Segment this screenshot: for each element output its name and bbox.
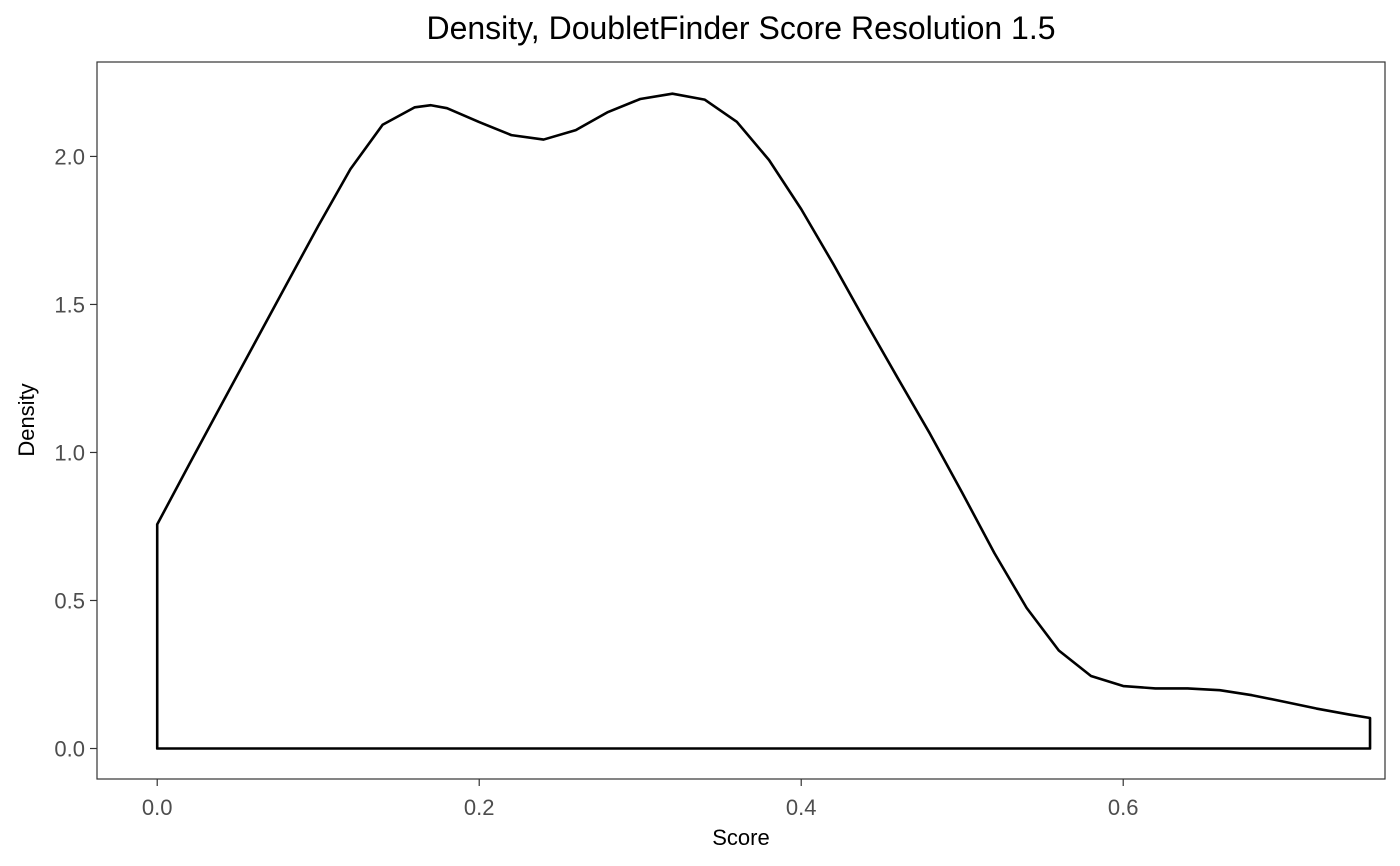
density-curve: [155, 92, 1372, 750]
x-tick-label: 0.2: [464, 795, 495, 820]
plot-panel-border: [96, 61, 1386, 780]
y-tick-label: 0.0: [54, 737, 85, 762]
y-tick-label: 2.0: [54, 144, 85, 169]
chart-title: Density, DoubletFinder Score Resolution …: [426, 10, 1056, 46]
y-tick-label: 0.5: [54, 588, 85, 613]
y-tick-label: 1.0: [54, 440, 85, 465]
y-axis: 0.0 0.5 1.0 1.5 2.0: [54, 144, 97, 762]
x-axis-title: Score: [712, 825, 769, 850]
x-tick-label: 0.6: [1108, 795, 1139, 820]
y-axis-title: Density: [14, 383, 39, 456]
x-tick-label: 0.4: [786, 795, 817, 820]
y-tick-label: 1.5: [54, 292, 85, 317]
x-tick-label: 0.0: [142, 795, 173, 820]
x-axis: 0.0 0.2 0.4 0.6: [142, 779, 1139, 820]
